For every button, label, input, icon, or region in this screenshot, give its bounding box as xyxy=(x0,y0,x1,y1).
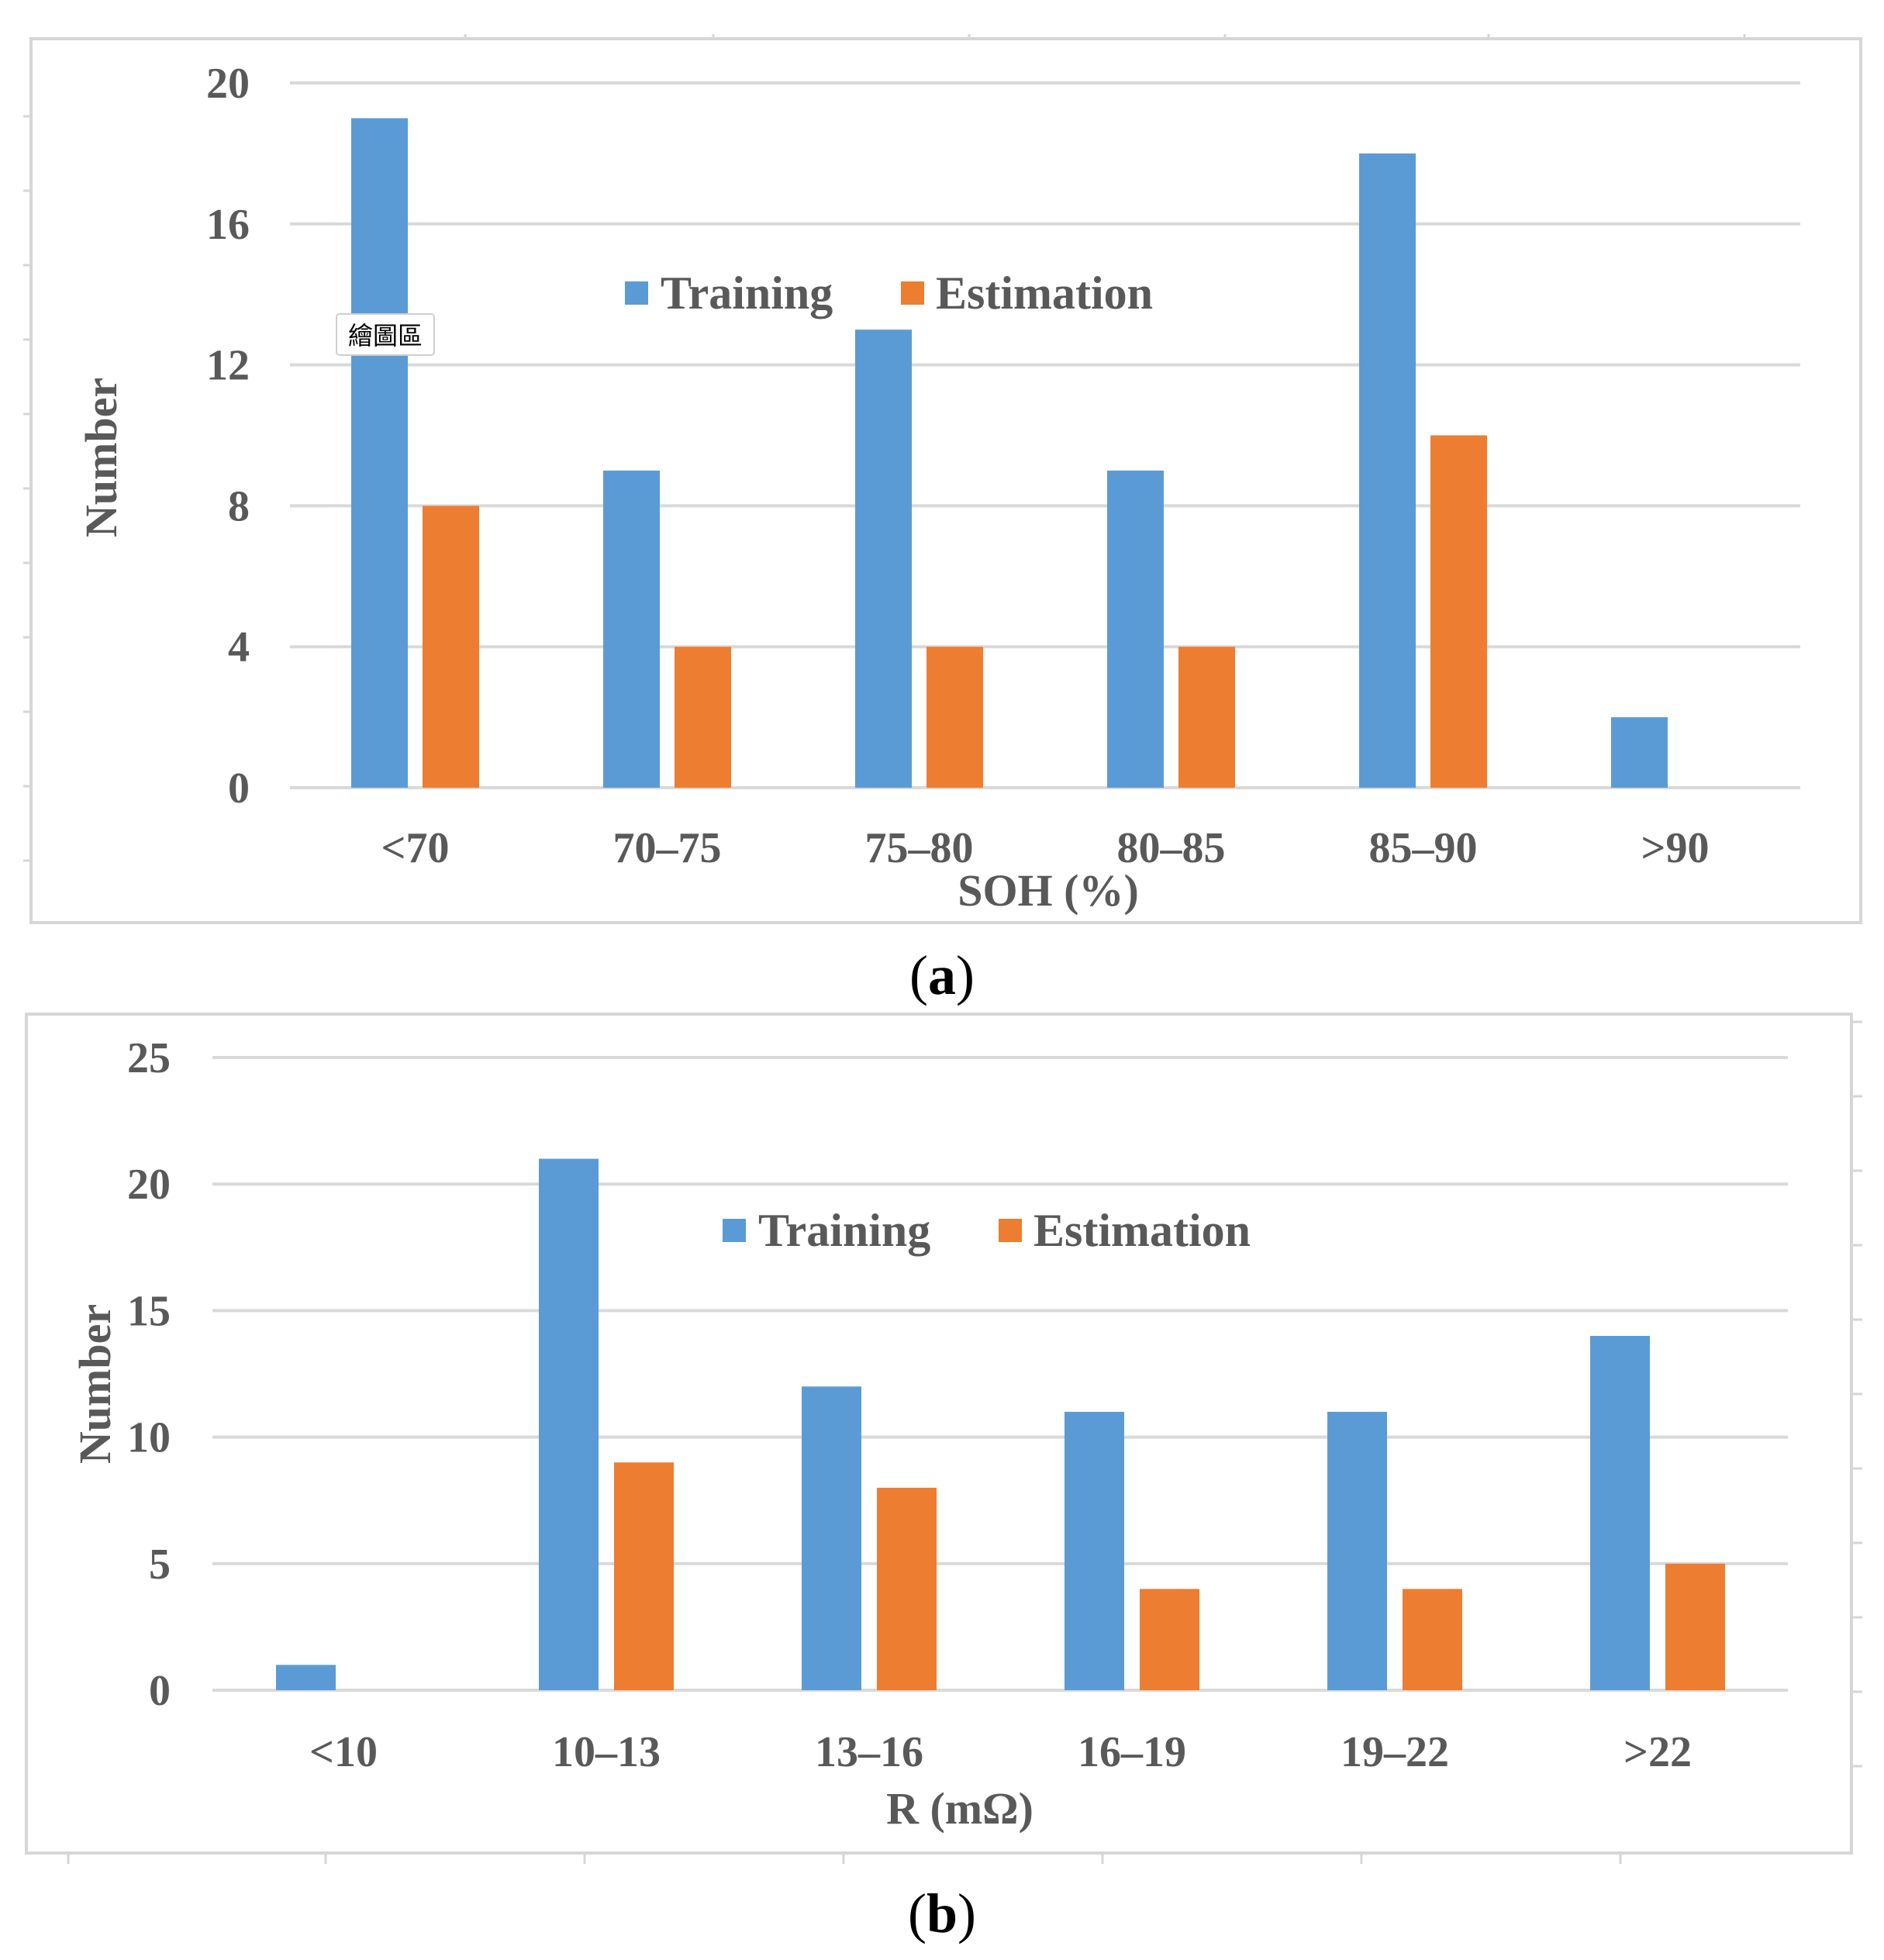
chart-b-edge-ticks xyxy=(67,1020,1862,1864)
chart-b-legend: Training Estimation xyxy=(723,1205,1251,1256)
chart-b-y-tick-label: 15 xyxy=(127,1287,171,1335)
chart-b-bar-estimation xyxy=(1403,1589,1462,1690)
chart-b-x-tick-label: 13–16 xyxy=(815,1728,923,1776)
panel-b-caption: (b) xyxy=(908,1882,976,1944)
chart-panel-b: 0 5 10 15 20 25 <10 10–13 13–16 16–19 19–22 >22 R … xyxy=(25,1013,1862,1864)
chart-a-legend-label-training: Training xyxy=(661,267,833,319)
chart-a-bar-estimation xyxy=(1178,647,1235,788)
panel-b-caption-letter: b xyxy=(926,1882,958,1944)
chart-a-legend-label-estimation: Estimation xyxy=(936,267,1153,319)
chart-a-x-tick-label: >90 xyxy=(1641,824,1710,872)
chart-b-bar-training xyxy=(1327,1411,1387,1690)
chart-b-bars xyxy=(276,1158,1725,1690)
chart-b-x-tick-label: 16–19 xyxy=(1078,1728,1186,1776)
chart-a-bar-training xyxy=(603,470,660,788)
chart-a-bar-estimation xyxy=(423,506,479,788)
chart-a-bar-training xyxy=(1611,717,1668,788)
panel-a-caption: (a) xyxy=(909,944,975,1006)
chart-b-y-tick-labels: 0 5 10 15 20 25 xyxy=(127,1034,171,1715)
chart-b-bar-estimation xyxy=(877,1487,937,1690)
chart-a-y-axis-title: Number xyxy=(76,378,126,537)
chart-a-bar-estimation xyxy=(926,647,983,788)
chart-a-legend-swatch-training xyxy=(625,281,648,305)
chart-b-bar-training xyxy=(802,1386,861,1690)
panel-a-caption-letter: a xyxy=(928,944,956,1006)
chart-a-edge-ticks xyxy=(23,34,1746,862)
chart-b-legend-swatch-estimation xyxy=(999,1219,1022,1242)
chart-b-x-axis-title: R (mΩ) xyxy=(886,1783,1033,1834)
chart-b-gridlines xyxy=(212,1056,1788,1692)
chart-b-legend-label-training: Training xyxy=(758,1205,930,1256)
plot-area-tooltip-text: 繪圖區 xyxy=(348,321,423,350)
chart-b-legend-swatch-training xyxy=(723,1219,746,1242)
chart-a-x-tick-label: 70–75 xyxy=(613,824,722,872)
chart-b-y-tick-label: 0 xyxy=(149,1667,171,1715)
chart-b-y-tick-label: 25 xyxy=(127,1034,171,1082)
chart-a-y-tick-label: 8 xyxy=(228,482,250,530)
chart-a-bar-training xyxy=(351,118,408,788)
chart-b-bar-estimation xyxy=(614,1462,674,1690)
chart-b-frame xyxy=(25,1013,1853,1855)
chart-a-x-tick-label: 80–85 xyxy=(1117,824,1226,872)
chart-b-bar-training xyxy=(276,1665,336,1690)
chart-a-x-tick-label: 85–90 xyxy=(1369,824,1478,872)
chart-b-x-tick-label: >22 xyxy=(1623,1728,1692,1776)
chart-a-y-tick-label: 20 xyxy=(206,60,250,108)
chart-b-x-tick-label: 19–22 xyxy=(1341,1728,1449,1776)
chart-b-x-tick-label: <10 xyxy=(309,1728,378,1776)
chart-b-bar-estimation xyxy=(1140,1589,1199,1690)
chart-b-x-tick-label: 10–13 xyxy=(552,1728,661,1776)
chart-b-bar-training xyxy=(1064,1411,1124,1690)
chart-b-bar-training xyxy=(539,1158,599,1690)
chart-a-y-tick-label: 4 xyxy=(228,623,250,671)
chart-a-gridlines xyxy=(290,81,1800,789)
chart-panel-a: 0 4 8 12 16 20 <70 70–75 75–80 80–85 85–90 >90 SOH… xyxy=(23,34,1862,924)
chart-b-legend-label-estimation: Estimation xyxy=(1033,1205,1251,1256)
chart-a-x-tick-labels: <70 70–75 75–80 80–85 85–90 >90 xyxy=(381,824,1710,872)
chart-a-y-tick-labels: 0 4 8 12 16 20 xyxy=(206,60,250,813)
chart-b-y-tick-label: 5 xyxy=(149,1541,171,1589)
plot-area-tooltip: 繪圖區 xyxy=(336,313,435,356)
chart-a-x-tick-label: <70 xyxy=(381,824,450,872)
chart-a-y-tick-label: 16 xyxy=(206,201,250,249)
chart-b-bar-estimation xyxy=(1665,1563,1725,1690)
chart-a-y-tick-label: 12 xyxy=(206,342,250,390)
plot-area-tooltip-box xyxy=(336,313,435,356)
chart-a-y-tick-label: 0 xyxy=(228,764,250,813)
chart-a-legend: Training Estimation xyxy=(625,267,1153,319)
chart-a-bar-estimation xyxy=(675,647,731,788)
chart-a-legend-swatch-estimation xyxy=(901,281,924,305)
chart-b-y-axis-title: Number xyxy=(70,1304,120,1464)
chart-a-bar-estimation xyxy=(1430,435,1487,788)
chart-a-bar-training xyxy=(1107,470,1164,788)
chart-b-y-tick-label: 20 xyxy=(127,1161,171,1209)
chart-a-x-axis-title: SOH (%) xyxy=(958,865,1139,916)
chart-b-bar-training xyxy=(1590,1336,1650,1690)
chart-a-x-tick-label: 75–80 xyxy=(865,824,974,872)
chart-a-bars xyxy=(351,118,1668,788)
chart-a-frame xyxy=(29,37,1862,924)
chart-a-bar-training xyxy=(1359,153,1416,788)
chart-a-bar-training xyxy=(855,330,912,788)
chart-b-y-tick-label: 10 xyxy=(127,1414,171,1462)
chart-b-x-tick-labels: <10 10–13 13–16 16–19 19–22 >22 xyxy=(309,1728,1692,1776)
